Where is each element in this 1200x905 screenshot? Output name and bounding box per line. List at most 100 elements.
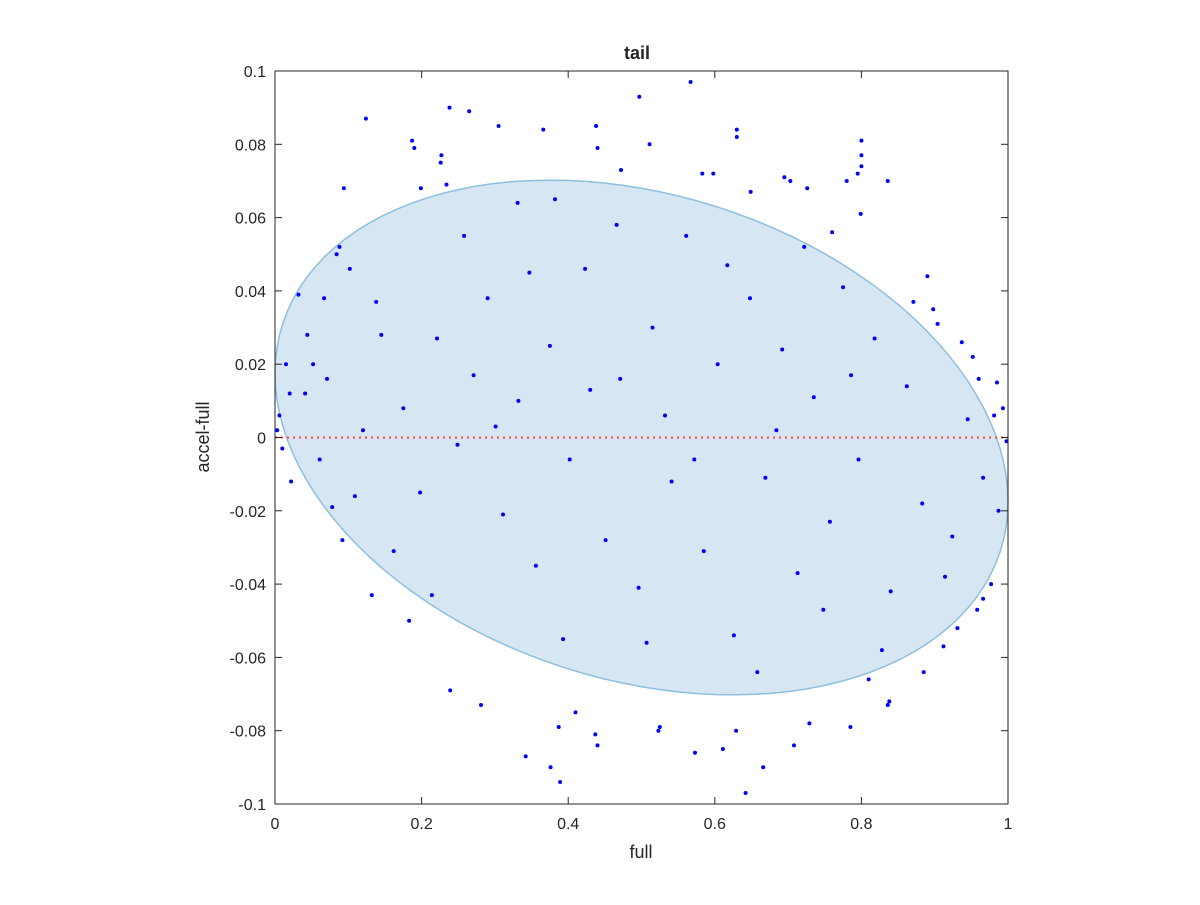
data-point (975, 607, 980, 612)
data-point (700, 171, 705, 176)
data-point (959, 340, 964, 345)
data-point (317, 457, 322, 462)
data-point (904, 384, 909, 389)
data-point (516, 398, 521, 403)
data-point (496, 124, 501, 128)
data-point (981, 596, 986, 601)
data-point (763, 475, 768, 480)
data-point (859, 138, 864, 143)
data-point (950, 534, 955, 539)
chart-title: tail (624, 43, 650, 63)
data-point (858, 211, 863, 216)
data-point (330, 505, 335, 510)
data-point (761, 765, 766, 770)
y-tick-label: -0.06 (230, 650, 267, 667)
scatter-points (275, 80, 1009, 795)
data-point (284, 362, 288, 367)
data-point (311, 362, 316, 367)
data-point (636, 585, 641, 590)
data-point (418, 186, 423, 191)
data-point (748, 296, 752, 301)
data-point (352, 494, 357, 499)
data-point (911, 299, 916, 304)
data-point (583, 266, 588, 271)
x-tick-label: 0.6 (704, 816, 726, 833)
data-point (693, 750, 697, 755)
y-tick-label: -0.02 (230, 504, 267, 521)
data-point (692, 457, 697, 462)
data-point (731, 633, 736, 638)
x-tick-label: 0 (271, 816, 280, 833)
data-point (848, 725, 853, 729)
data-point (774, 428, 779, 433)
data-point (925, 274, 930, 279)
data-point (305, 332, 310, 337)
data-point (941, 644, 946, 649)
data-point (849, 373, 854, 378)
data-point (644, 640, 649, 645)
data-point (618, 376, 623, 381)
data-point (734, 127, 739, 132)
data-point (558, 780, 563, 784)
data-point (821, 607, 826, 612)
data-point (448, 688, 453, 693)
data-point (955, 626, 960, 631)
data-point (931, 307, 936, 312)
data-point (935, 321, 940, 326)
data-point (830, 230, 835, 235)
data-point (859, 164, 864, 169)
data-point (637, 94, 642, 99)
data-point (438, 160, 443, 165)
data-point (792, 743, 796, 748)
data-point (743, 791, 748, 795)
data-point (888, 589, 893, 594)
data-point (595, 743, 600, 748)
data-point (921, 670, 926, 675)
data-point (340, 538, 345, 543)
data-point (374, 299, 379, 304)
data-point (369, 593, 374, 598)
data-point (603, 538, 608, 543)
data-point (701, 549, 706, 554)
y-tick-label: 0.02 (235, 357, 266, 374)
data-point (595, 146, 600, 150)
data-point (556, 725, 561, 729)
data-point (748, 189, 753, 194)
data-point (688, 80, 693, 84)
data-point (447, 105, 452, 110)
data-point (981, 475, 986, 480)
data-point (471, 373, 476, 378)
data-point (444, 182, 449, 187)
data-point (573, 710, 578, 715)
data-point (533, 563, 538, 568)
data-point (493, 424, 498, 429)
data-point (341, 186, 346, 191)
data-point (782, 175, 787, 180)
y-tick-label: 0 (257, 431, 266, 448)
data-point (412, 146, 417, 150)
data-point (827, 519, 832, 524)
data-point (807, 721, 812, 726)
data-point (391, 549, 396, 554)
data-point (567, 457, 572, 462)
x-axis-label: full (629, 842, 652, 862)
data-point (322, 296, 327, 301)
data-point (720, 747, 725, 751)
data-point (548, 765, 553, 770)
y-tick-label: 0.1 (244, 64, 266, 81)
data-point (594, 124, 599, 128)
data-point (561, 637, 566, 642)
data-point (805, 186, 810, 191)
data-point (287, 391, 292, 396)
data-point (855, 171, 860, 176)
data-point (553, 197, 557, 202)
data-point (844, 179, 849, 183)
data-point (970, 354, 975, 359)
y-tick-label: -0.04 (230, 577, 267, 594)
data-point (280, 446, 285, 451)
data-point (523, 754, 528, 759)
data-point (501, 512, 505, 517)
data-point (856, 457, 861, 462)
x-axis-ticks: 0 0.2 0.4 0.6 0.8 1 (271, 71, 1013, 833)
data-point (734, 135, 739, 139)
